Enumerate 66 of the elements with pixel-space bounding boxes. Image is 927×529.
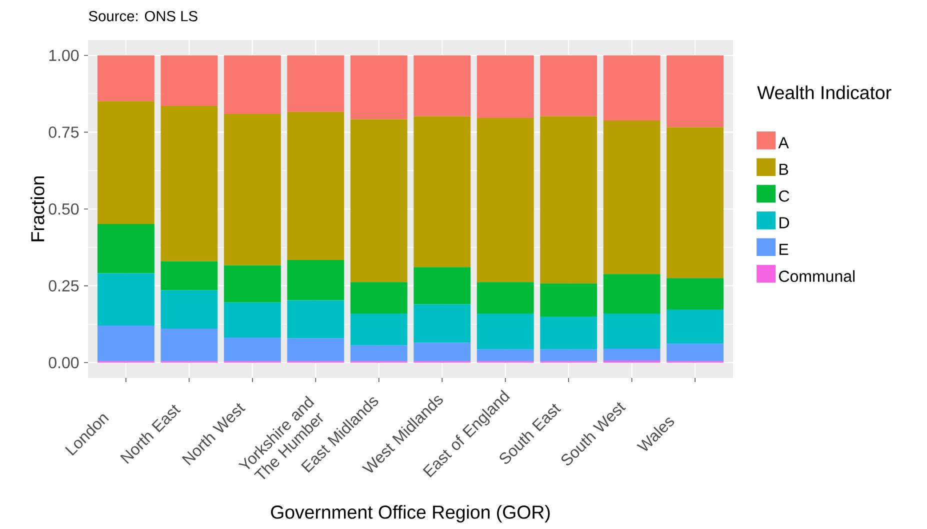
y-tick-label: 0.75 bbox=[48, 126, 79, 138]
y-tick-label: 1.00 bbox=[49, 50, 79, 62]
legend-label: Communal bbox=[779, 270, 855, 282]
legend-label: E bbox=[780, 244, 788, 255]
bar bbox=[666, 127, 724, 278]
bar bbox=[97, 224, 154, 274]
bar bbox=[540, 55, 598, 116]
bar bbox=[414, 304, 471, 343]
legend-label: A bbox=[778, 137, 789, 148]
bar bbox=[540, 349, 598, 362]
bar bbox=[224, 265, 281, 302]
bar bbox=[350, 55, 408, 120]
bar bbox=[476, 313, 534, 350]
bar bbox=[350, 282, 408, 314]
bar bbox=[476, 282, 534, 314]
bar bbox=[603, 55, 660, 120]
bar bbox=[540, 316, 598, 350]
legend-label: C bbox=[779, 190, 790, 202]
bar bbox=[414, 116, 471, 268]
bar bbox=[603, 360, 660, 363]
bar bbox=[224, 55, 281, 114]
bar bbox=[666, 344, 724, 362]
bar bbox=[350, 119, 408, 282]
legend-label: D bbox=[780, 217, 790, 228]
bar bbox=[97, 55, 154, 102]
bar bbox=[287, 112, 344, 260]
bar bbox=[476, 118, 534, 282]
bar bbox=[414, 55, 471, 116]
bar bbox=[97, 325, 154, 362]
legend-title: Wealth Indicator bbox=[757, 86, 892, 100]
bar bbox=[224, 337, 281, 362]
bar bbox=[287, 300, 344, 338]
bar bbox=[287, 260, 344, 300]
bar bbox=[160, 55, 218, 106]
bar bbox=[603, 348, 660, 360]
bar bbox=[350, 345, 408, 362]
bar bbox=[476, 349, 534, 362]
bar bbox=[414, 342, 471, 362]
bar bbox=[287, 338, 344, 362]
y-axis-title: Fraction bbox=[30, 176, 44, 242]
bar bbox=[603, 313, 660, 349]
bar bbox=[224, 114, 281, 266]
bar bbox=[350, 313, 408, 346]
bar bbox=[540, 116, 598, 284]
bar bbox=[414, 267, 471, 304]
bar bbox=[666, 55, 724, 128]
bar bbox=[160, 261, 218, 290]
y-tick-label: 0.25 bbox=[48, 280, 79, 292]
bar bbox=[666, 309, 724, 344]
bar bbox=[540, 283, 598, 317]
bar bbox=[603, 120, 660, 274]
legend-label: B bbox=[780, 164, 788, 175]
bar bbox=[666, 278, 724, 310]
bar bbox=[160, 328, 218, 362]
bar bbox=[97, 101, 154, 224]
bar bbox=[287, 55, 344, 112]
bar bbox=[97, 273, 154, 326]
bar bbox=[160, 290, 218, 329]
y-tick-label: 0.00 bbox=[48, 356, 79, 368]
y-tick-label: 0.50 bbox=[48, 203, 79, 215]
bar bbox=[603, 274, 660, 314]
source-note: Source: ONS LS bbox=[88, 10, 198, 22]
bar bbox=[160, 106, 218, 262]
x-axis-title: Government Office Region (GOR) bbox=[271, 505, 550, 522]
bar bbox=[476, 55, 534, 118]
bar bbox=[224, 302, 281, 338]
